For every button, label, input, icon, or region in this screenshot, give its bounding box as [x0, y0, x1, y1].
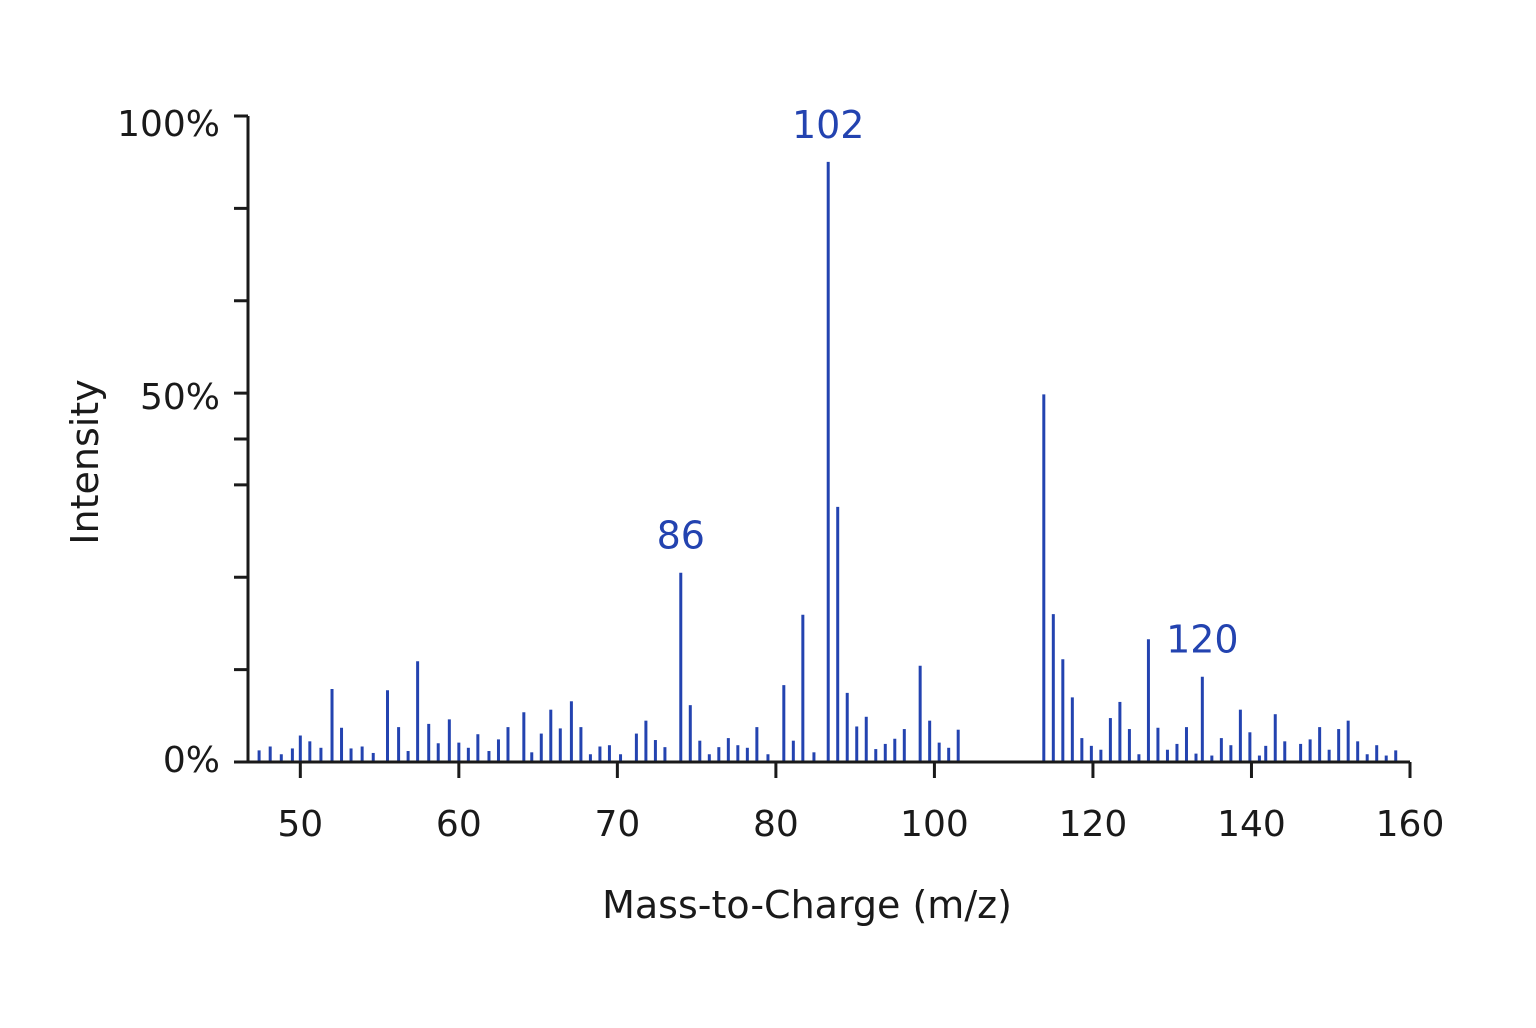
x-tick-label: 160 [1376, 804, 1445, 845]
peak-label: 102 [792, 103, 865, 147]
peak-label: 86 [657, 514, 705, 558]
x-tick-label: 100 [900, 804, 969, 845]
x-tick-label: 140 [1217, 804, 1286, 845]
x-tick-label: 80 [753, 804, 799, 845]
y-axis-ticks: 0% 50% 100% [117, 104, 248, 781]
spectrum-bars [257, 161, 1398, 762]
x-tick-label: 60 [436, 804, 482, 845]
x-tick-label: 50 [277, 804, 323, 845]
peak-label: 120 [1166, 618, 1239, 662]
x-tick-label: 70 [594, 804, 640, 845]
y-tick-label: 0% [163, 740, 220, 781]
y-axis-title: Intensity [63, 379, 107, 544]
y-tick-label: 50% [140, 377, 220, 418]
x-axis-ticks: 50 60 70 80 100 120 140 160 [277, 762, 1444, 845]
peak-labels: 86 102 120 [657, 103, 1239, 662]
x-axis-title: Mass-to-Charge (m/z) [602, 883, 1012, 927]
x-tick-label: 120 [1059, 804, 1128, 845]
y-tick-label: 100% [117, 104, 220, 145]
